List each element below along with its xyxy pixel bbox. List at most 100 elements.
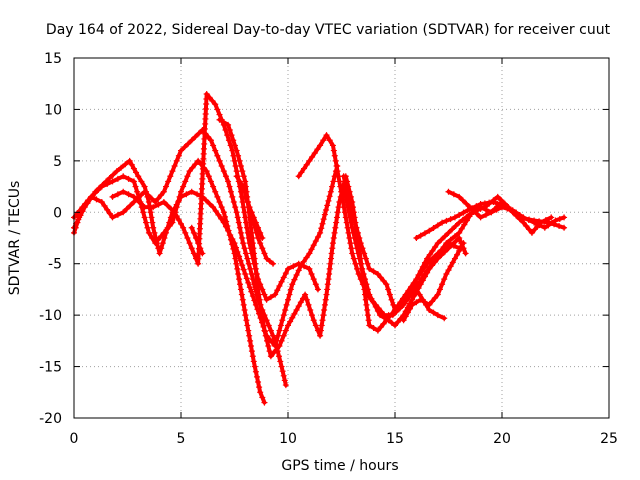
data-point-marker xyxy=(272,337,279,344)
data-point-marker xyxy=(265,343,272,349)
data-point-marker xyxy=(413,235,420,241)
data-point-marker xyxy=(295,173,302,180)
data-point-marker xyxy=(233,209,240,216)
data-point-marker xyxy=(324,281,331,288)
data-point-marker xyxy=(188,188,195,195)
data-point-marker xyxy=(451,214,458,221)
chart-title: Day 164 of 2022, Sidereal Day-to-day VTE… xyxy=(46,22,611,38)
data-point-marker xyxy=(186,168,193,175)
data-point-marker xyxy=(120,173,127,180)
data-point-marker xyxy=(151,229,158,236)
data-point-marker xyxy=(494,193,501,200)
data-point-marker xyxy=(413,299,420,306)
data-point-marker xyxy=(242,271,249,277)
data-point-marker xyxy=(138,178,145,185)
data-point-marker xyxy=(548,219,555,226)
data-point-marker xyxy=(308,271,315,277)
data-point-marker xyxy=(160,188,167,195)
data-point-marker xyxy=(308,312,315,319)
data-point-marker xyxy=(141,188,148,195)
data-point-marker xyxy=(297,299,304,306)
data-point-marker xyxy=(328,255,335,262)
data-point-marker xyxy=(552,217,559,224)
data-point-marker xyxy=(207,178,214,185)
data-point-marker xyxy=(456,235,463,241)
data-point-marker xyxy=(220,168,227,175)
data-point-marker xyxy=(431,259,438,265)
data-point-marker xyxy=(109,214,116,221)
data-point-marker xyxy=(314,233,321,240)
data-point-marker xyxy=(329,245,336,252)
data-point-marker xyxy=(329,142,336,149)
y-tick-label: -20 xyxy=(39,411,62,427)
data-point-marker xyxy=(362,296,369,303)
data-point-marker xyxy=(306,250,313,257)
data-point-marker xyxy=(417,267,424,274)
data-point-marker xyxy=(148,214,155,221)
data-point-marker xyxy=(214,152,221,159)
data-point-marker xyxy=(380,277,387,284)
data-point-marker xyxy=(234,265,241,272)
data-point-marker xyxy=(237,257,244,264)
data-point-marker xyxy=(165,178,172,185)
data-point-marker xyxy=(351,235,358,241)
data-point-marker xyxy=(409,284,416,291)
data-point-marker xyxy=(432,244,439,250)
x-tick-label: 5 xyxy=(177,431,186,447)
data-point-marker xyxy=(445,188,452,195)
data-point-marker xyxy=(120,209,127,216)
data-point-marker xyxy=(324,286,331,293)
data-point-marker xyxy=(490,199,497,205)
y-axis-label: SDTVAR / TECUs xyxy=(7,181,23,296)
data-point-marker xyxy=(237,163,244,169)
data-point-marker xyxy=(364,260,371,267)
data-point-marker xyxy=(79,204,86,211)
data-point-marker xyxy=(262,332,269,339)
data-point-marker xyxy=(232,204,239,211)
data-point-marker xyxy=(263,255,270,262)
data-point-marker xyxy=(184,235,191,241)
data-point-marker xyxy=(344,204,351,211)
data-point-marker xyxy=(253,276,260,283)
data-point-marker xyxy=(516,216,523,223)
data-point-marker xyxy=(261,399,268,406)
data-point-marker xyxy=(461,221,468,228)
data-point-marker xyxy=(334,209,341,216)
data-point-marker xyxy=(349,224,356,231)
data-point-marker xyxy=(76,214,83,221)
data-point-marker xyxy=(169,219,176,226)
data-point-marker xyxy=(456,229,463,236)
data-point-marker xyxy=(242,178,249,185)
data-point-marker xyxy=(434,312,441,319)
data-point-marker xyxy=(438,236,445,243)
data-point-marker xyxy=(225,121,232,128)
data-point-marker xyxy=(320,312,327,319)
data-point-marker xyxy=(520,219,527,226)
data-point-marker xyxy=(357,260,364,267)
data-point-marker xyxy=(526,226,533,233)
data-point-marker xyxy=(242,193,249,200)
data-point-marker xyxy=(333,214,340,221)
data-point-marker xyxy=(419,277,426,284)
data-point-marker xyxy=(443,240,450,247)
data-point-marker xyxy=(214,193,221,200)
data-point-marker xyxy=(220,209,227,216)
data-point-marker xyxy=(140,209,147,216)
data-point-marker xyxy=(238,235,245,241)
data-point-marker xyxy=(303,254,310,261)
data-point-marker xyxy=(370,268,377,275)
data-point-marker xyxy=(180,183,187,190)
data-point-marker xyxy=(456,219,463,226)
data-point-marker xyxy=(240,183,247,190)
data-point-marker xyxy=(380,320,387,327)
data-point-marker xyxy=(248,209,255,216)
data-point-marker xyxy=(458,244,465,250)
data-point-marker xyxy=(234,214,241,221)
data-point-marker xyxy=(368,295,375,302)
data-point-marker xyxy=(167,173,174,180)
data-point-marker xyxy=(290,263,297,270)
data-point-marker xyxy=(287,286,294,293)
data-point-marker xyxy=(276,327,283,334)
data-point-marker xyxy=(326,193,333,200)
data-point-marker xyxy=(330,178,337,185)
